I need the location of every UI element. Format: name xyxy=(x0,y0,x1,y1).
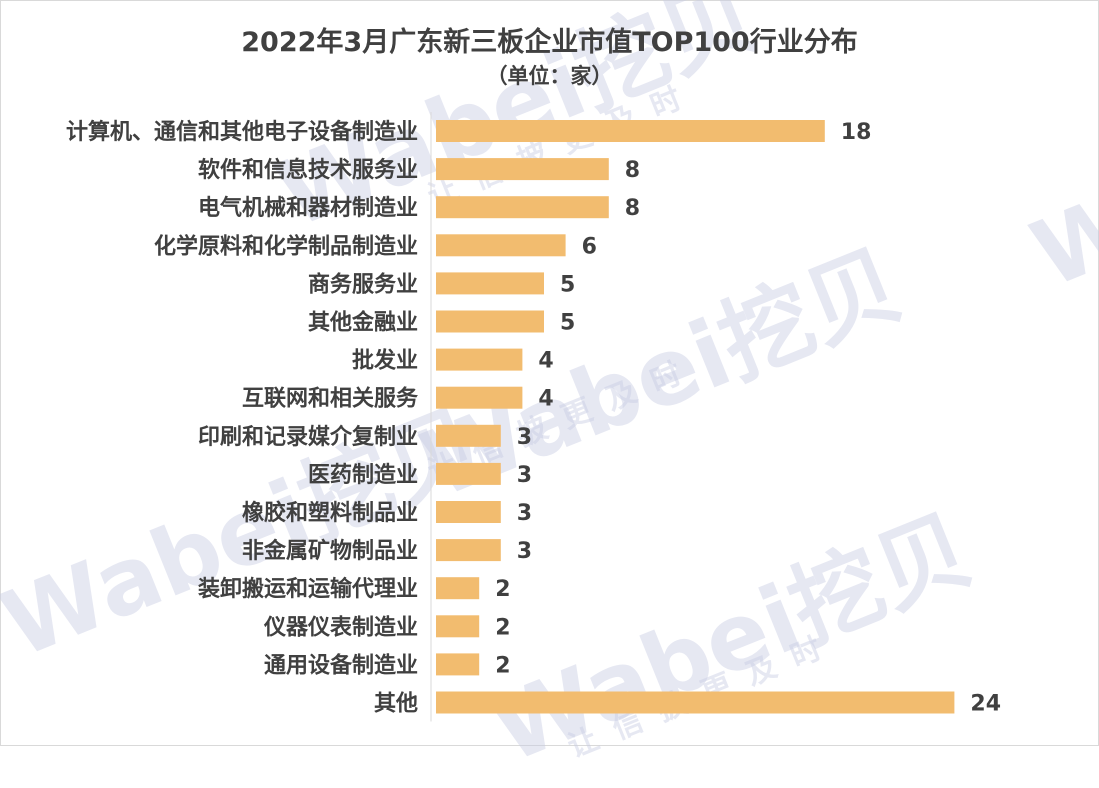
chart-title: 2022年3月广东新三板企业市值TOP100行业分布 xyxy=(241,27,858,58)
data-label: 2 xyxy=(495,653,510,678)
data-label: 24 xyxy=(970,692,1001,717)
bar xyxy=(436,310,544,333)
bar xyxy=(436,272,544,295)
bar xyxy=(436,158,609,181)
data-label: 6 xyxy=(582,234,597,259)
bar xyxy=(436,386,523,409)
data-label: 8 xyxy=(625,158,640,183)
category-tick-label: 商务服务业 xyxy=(308,271,418,297)
category-tick-label: 批发业 xyxy=(352,348,418,374)
bar xyxy=(436,539,501,562)
bar xyxy=(436,653,480,676)
category-tick-label: 其他 xyxy=(374,692,418,717)
bar-chart: 计算机、通信和其他电子设备制造业 18 软件和信息技术服务业 8 电气机械和器材制造业 8… xyxy=(66,111,1001,722)
data-label: 2 xyxy=(495,577,510,602)
data-label: 4 xyxy=(538,387,553,412)
category-tick-label: 医药制造业 xyxy=(308,463,418,488)
bar xyxy=(436,424,501,447)
category-tick-label: 计算机、通信和其他电子设备制造业 xyxy=(66,119,418,145)
bar xyxy=(436,691,955,714)
bar xyxy=(436,577,480,600)
data-label: 8 xyxy=(625,196,640,221)
data-label: 4 xyxy=(538,349,553,374)
data-label: 5 xyxy=(560,272,575,297)
category-tick-label: 化学原料和化学制品制造业 xyxy=(154,233,418,259)
chart-subtitle: （单位：家） xyxy=(486,64,613,88)
data-label: 3 xyxy=(517,539,532,564)
category-tick-label: 印刷和记录媒介复制业 xyxy=(198,424,418,450)
bar xyxy=(436,120,825,142)
category-tick-label: 软件和信息技术服务业 xyxy=(198,157,418,183)
data-label: 3 xyxy=(517,463,532,488)
data-label: 5 xyxy=(560,311,575,336)
bar xyxy=(436,348,523,371)
category-tick-label: 仪器仪表制造业 xyxy=(263,615,418,640)
data-label: 18 xyxy=(841,120,872,145)
category-tick-label: 橡胶和塑料制品业 xyxy=(242,500,418,526)
data-label: 3 xyxy=(517,501,532,526)
category-tick-label: 互联网和相关服务 xyxy=(242,387,419,412)
category-tick-label: 电气机械和器材制造业 xyxy=(198,195,418,221)
data-label: 3 xyxy=(517,425,532,450)
category-tick-label: 非金属矿物制品业 xyxy=(242,538,418,564)
data-label: 2 xyxy=(495,615,510,640)
category-tick-label: 其他金融业 xyxy=(308,310,418,336)
bar xyxy=(436,196,609,219)
category-tick-label: 通用设备制造业 xyxy=(264,652,418,678)
category-tick-label: 装卸搬运和运输代理业 xyxy=(198,576,418,602)
bar xyxy=(436,234,566,257)
bar xyxy=(436,615,480,638)
bar xyxy=(436,501,501,523)
bar xyxy=(436,462,501,485)
